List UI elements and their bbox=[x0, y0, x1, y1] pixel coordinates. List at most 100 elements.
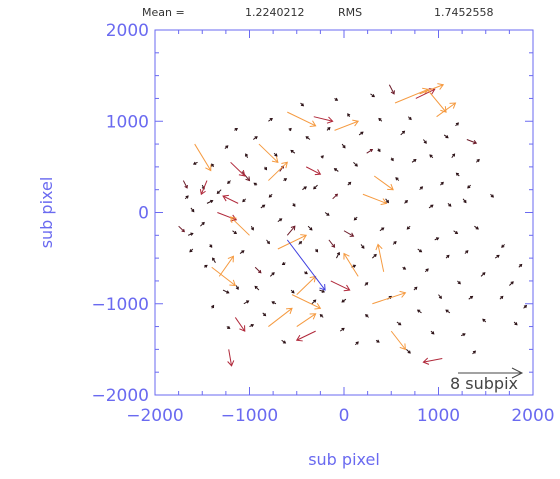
plot-frame bbox=[154, 29, 534, 396]
vector-arrow bbox=[343, 230, 355, 237]
vector-arrow bbox=[453, 230, 459, 235]
vector-arrow-shaft bbox=[228, 349, 233, 366]
vector-arrow-head bbox=[314, 302, 322, 310]
vector-arrow-head bbox=[226, 290, 230, 294]
vector-arrow-head bbox=[268, 194, 272, 198]
vector-arrow-head bbox=[254, 285, 258, 289]
vector-arrow-head bbox=[469, 295, 474, 299]
vector-arrow bbox=[311, 299, 317, 305]
vector-arrow-head bbox=[334, 193, 339, 197]
vector-arrow bbox=[434, 237, 440, 241]
vector-arrow bbox=[203, 264, 208, 268]
vector-arrow-head bbox=[300, 234, 308, 241]
vector-arrow bbox=[245, 153, 249, 158]
vector-arrow bbox=[509, 281, 514, 286]
vector-arrow-head bbox=[407, 350, 411, 354]
vector-arrow-head bbox=[472, 350, 477, 354]
vector-arrow-head bbox=[390, 90, 395, 95]
vector-arrow bbox=[235, 285, 239, 290]
vector-arrow bbox=[460, 333, 466, 337]
vector-arrow-head bbox=[185, 195, 189, 199]
y-tick-label: −1000 bbox=[91, 295, 149, 315]
vector-arrow-head bbox=[465, 250, 469, 254]
vector-arrow bbox=[288, 127, 292, 132]
vector-arrow bbox=[499, 295, 504, 300]
vector-arrow-head bbox=[349, 232, 355, 237]
vector-arrow bbox=[209, 244, 213, 248]
vector-arrow-head bbox=[463, 199, 467, 204]
vector-arrow-head bbox=[437, 83, 445, 90]
vector-arrow-head bbox=[309, 275, 317, 283]
vector-arrow bbox=[472, 350, 477, 355]
vector-arrow bbox=[189, 248, 194, 253]
vector-arrow bbox=[254, 285, 260, 291]
vector-arrow bbox=[373, 175, 394, 191]
y-axis-label: sub pixel bbox=[37, 177, 56, 249]
vector-arrow bbox=[212, 257, 216, 263]
vector-arrow-head bbox=[250, 323, 255, 328]
vector-arrow bbox=[335, 251, 340, 259]
vector-arrow-head bbox=[431, 331, 435, 335]
vector-arrow-head bbox=[375, 243, 383, 251]
vector-arrow bbox=[455, 172, 460, 177]
vector-arrow-shaft bbox=[343, 230, 354, 237]
vector-arrow-head bbox=[239, 325, 246, 332]
vector-arrow-head bbox=[352, 264, 357, 268]
vector-arrow bbox=[320, 155, 324, 159]
vector-arrow bbox=[242, 198, 247, 203]
vector-arrow bbox=[366, 149, 374, 154]
vector-arrow-shaft bbox=[377, 244, 385, 272]
vector-arrow bbox=[227, 349, 235, 367]
vector-arrow bbox=[330, 280, 351, 292]
vector-arrow bbox=[518, 263, 523, 268]
vector-arrow bbox=[187, 232, 194, 236]
y-tick-label: −2000 bbox=[91, 386, 149, 406]
vector-arrow-head bbox=[353, 217, 357, 221]
vector-arrow bbox=[260, 204, 266, 209]
vector-arrow-head bbox=[309, 120, 317, 128]
vector-arrow-head bbox=[233, 230, 238, 235]
vector-arrow bbox=[372, 253, 377, 259]
vector-arrow bbox=[315, 248, 319, 253]
x-tick-label: 0 bbox=[339, 406, 350, 426]
vector-arrow bbox=[290, 289, 295, 294]
vector-arrow-head bbox=[266, 240, 270, 245]
vector-arrow bbox=[370, 93, 375, 98]
vector-arrow-head bbox=[354, 163, 358, 167]
vector-arrow bbox=[224, 145, 229, 149]
vector-arrow-head bbox=[430, 204, 434, 208]
vector-arrow-shaft bbox=[286, 225, 296, 236]
vector-arrow-head bbox=[455, 172, 460, 176]
vector-arrow bbox=[447, 203, 452, 207]
vector-arrow-head bbox=[404, 199, 408, 204]
vector-arrow-head bbox=[286, 307, 293, 315]
vector-arrow-head bbox=[199, 189, 206, 196]
vector-arrow-shaft bbox=[330, 280, 350, 291]
vector-arrow-head bbox=[472, 140, 478, 145]
vector-arrow-shaft bbox=[426, 88, 447, 113]
vector-arrow-head bbox=[452, 153, 456, 157]
vector-arrow-head bbox=[435, 237, 440, 241]
vector-arrow bbox=[417, 248, 423, 253]
vector-arrow bbox=[194, 143, 212, 172]
vector-arrow bbox=[372, 290, 407, 305]
vector-arrow-head bbox=[227, 180, 231, 184]
vector-arrow-head bbox=[303, 186, 307, 190]
vector-arrow bbox=[326, 126, 331, 131]
vector-arrow-head bbox=[300, 103, 305, 107]
vector-arrow-head bbox=[440, 181, 444, 185]
vector-arrow-shaft bbox=[182, 180, 188, 189]
vector-arrow bbox=[262, 312, 267, 317]
vector-arrow-head bbox=[385, 199, 389, 204]
vector-arrow-head bbox=[210, 199, 214, 204]
vector-arrow-head bbox=[192, 161, 197, 165]
vector-arrow-shaft bbox=[211, 266, 236, 286]
vector-arrow-shaft bbox=[178, 225, 185, 233]
vector-arrow-head bbox=[290, 225, 296, 231]
vector-arrow bbox=[482, 318, 487, 323]
vector-arrow-shaft bbox=[362, 193, 387, 204]
vector-arrow-head bbox=[334, 97, 339, 101]
vector-arrow-shaft bbox=[277, 234, 307, 250]
vector-arrow-shaft bbox=[222, 289, 229, 294]
scale-arrow-head bbox=[511, 367, 524, 379]
